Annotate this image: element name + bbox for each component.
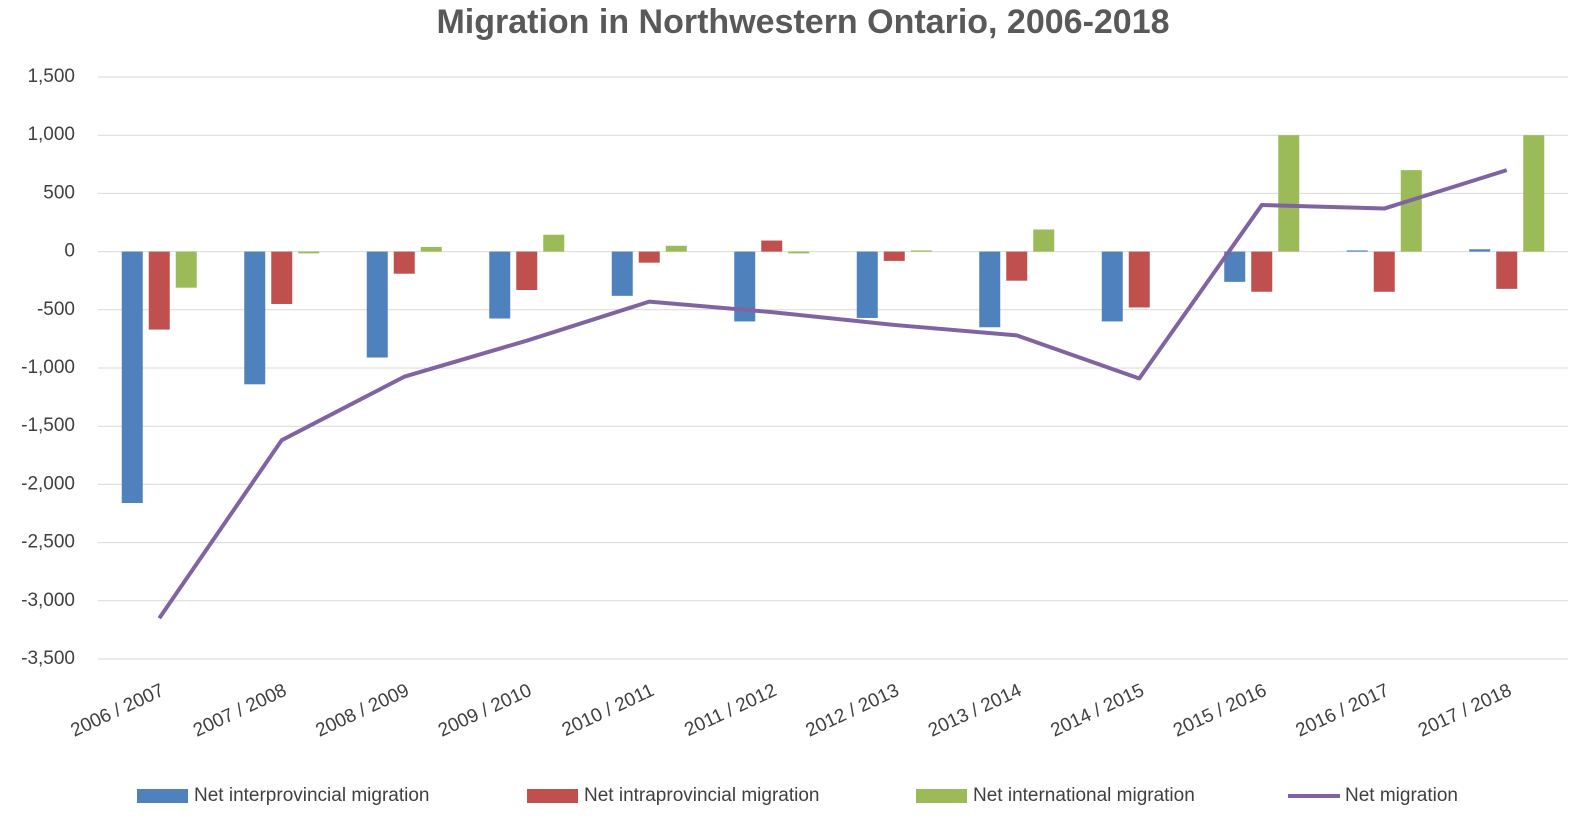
y-tick-label: -3,500 (21, 648, 75, 669)
bar (149, 252, 170, 330)
bar (1006, 252, 1027, 281)
x-tick-label: 2010 / 2011 (559, 680, 658, 741)
x-tick-label: 2008 / 2009 (313, 680, 413, 741)
x-tick-label: 2012 / 2013 (803, 680, 903, 741)
bar (1401, 170, 1422, 251)
legend-swatch (137, 789, 188, 803)
bar (639, 252, 660, 263)
y-tick-label: 500 (43, 182, 75, 203)
bar (788, 252, 809, 254)
bar (761, 241, 782, 252)
bar (884, 252, 905, 261)
bar (1374, 252, 1395, 292)
x-tick-label: 2013 / 2014 (925, 680, 1025, 742)
x-tick-label: 2011 / 2012 (681, 680, 780, 741)
x-tick-label: 2016 / 2017 (1293, 680, 1393, 741)
y-tick-label: -2,500 (21, 532, 75, 553)
page: Migration in Northwestern Ontario, 2006-… (0, 0, 1593, 825)
legend-label: Net interprovincial migration (194, 785, 430, 806)
legend-swatch (527, 789, 578, 803)
bar (1347, 250, 1368, 251)
legend-label: Net intraprovincial migration (584, 785, 820, 806)
bar (857, 252, 878, 318)
y-tick-label: 1,500 (27, 66, 75, 87)
y-tick-label: -2,000 (21, 473, 75, 494)
bar (489, 252, 510, 319)
bar (1523, 135, 1544, 251)
legend-label: Net international migration (973, 785, 1195, 806)
bar (1033, 229, 1054, 251)
line (159, 170, 1507, 618)
bar (666, 246, 687, 252)
bar (394, 252, 415, 274)
y-tick-label: -3,000 (21, 590, 75, 611)
bar (176, 252, 197, 288)
y-tick-label: -1,000 (21, 357, 75, 378)
y-tick-label: -1,500 (21, 415, 75, 436)
y-tick-label: 1,000 (27, 124, 75, 145)
x-tick-label: 2015 / 2016 (1170, 680, 1270, 741)
bar (1496, 252, 1517, 289)
bar (979, 252, 1000, 328)
legend-label: Net migration (1345, 785, 1458, 806)
bar (122, 252, 143, 503)
bar (271, 252, 292, 304)
bar (421, 247, 442, 252)
bar (911, 250, 932, 251)
bar (1129, 252, 1150, 308)
x-tick-label: 2014 / 2015 (1048, 680, 1148, 741)
bar (1469, 249, 1490, 251)
chart-title: Migration in Northwestern Ontario, 2006-… (436, 3, 1169, 41)
x-tick-label: 2009 / 2010 (435, 680, 535, 741)
chart: Migration in Northwestern Ontario, 2006-… (0, 0, 1593, 825)
bar (244, 252, 265, 385)
legend-swatch (916, 789, 967, 803)
x-tick-label: 2006 / 2007 (68, 680, 168, 741)
x-tick-label: 2007 / 2008 (190, 680, 290, 741)
x-tick-label: 2017 / 2018 (1415, 680, 1515, 741)
y-tick-label: 0 (64, 241, 75, 262)
bar (1278, 135, 1299, 251)
bar (516, 252, 537, 290)
bar (612, 252, 633, 296)
bar (298, 252, 319, 254)
y-tick-label: -500 (37, 299, 75, 320)
bar (1251, 252, 1272, 292)
bar (543, 235, 564, 252)
bar (367, 252, 388, 358)
bar (1102, 252, 1123, 322)
